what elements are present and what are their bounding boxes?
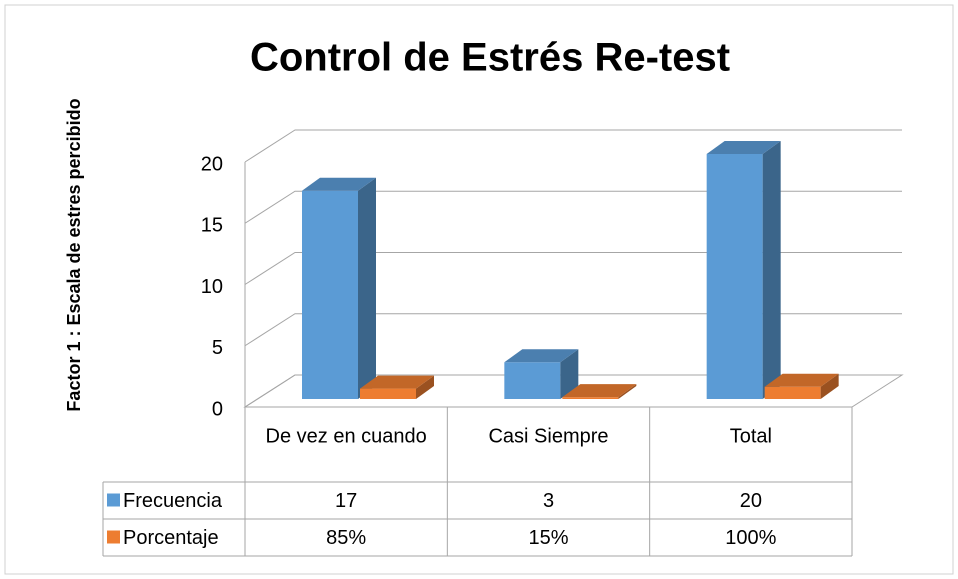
bar-side [560,349,579,399]
grid-line [244,129,902,163]
data-table-value: 85% [326,527,366,549]
bar-top [562,384,637,398]
legend-swatch [107,530,120,544]
x-tick-label: De vez en cuando [266,425,427,447]
grid-line [244,190,902,224]
bar [360,375,434,399]
y-tick-label: 10 [201,276,223,298]
bar-side [416,375,434,399]
bar-top [764,373,839,387]
grid-line [244,374,902,408]
bar [706,141,781,399]
data-table-value: 15% [528,527,568,549]
bar [764,373,839,399]
bar-side [762,141,781,399]
chart-frame [4,4,954,575]
bar-side [820,373,839,399]
legend-swatch [107,493,120,507]
data-table-value: 3 [543,490,554,512]
legend-label: Frecuencia [123,490,223,512]
grid-line [244,313,902,347]
bar [562,384,637,399]
bar [504,349,579,399]
y-tick-label: 15 [201,215,223,237]
bar-top [504,349,579,363]
bar [302,177,376,399]
bar-front [764,386,821,399]
chart-title: Control de Estrés Re-test [250,36,730,80]
bar-front [504,362,561,399]
bar-side [358,177,376,399]
data-table-value: 20 [740,490,762,512]
bar-front [302,190,358,399]
grid-line [244,252,902,285]
bar-top [706,141,781,154]
bar-side [618,384,637,399]
y-axis-label: Factor 1 : Escala de estres percibido [64,98,84,411]
y-tick-label: 5 [212,337,223,359]
x-tick-label: Total [730,425,772,447]
y-tick-label: 20 [201,153,223,175]
data-table-value: 17 [335,490,357,512]
bar-front [360,388,416,399]
bar-top [302,177,376,191]
bar-front [562,397,619,399]
x-tick-label: Casi Siempre [488,425,608,447]
y-tick-label: 0 [212,398,223,420]
bar-front [706,154,763,399]
data-table-value: 100% [725,527,776,549]
legend-label: Porcentaje [123,527,219,549]
bar-top [360,375,434,389]
